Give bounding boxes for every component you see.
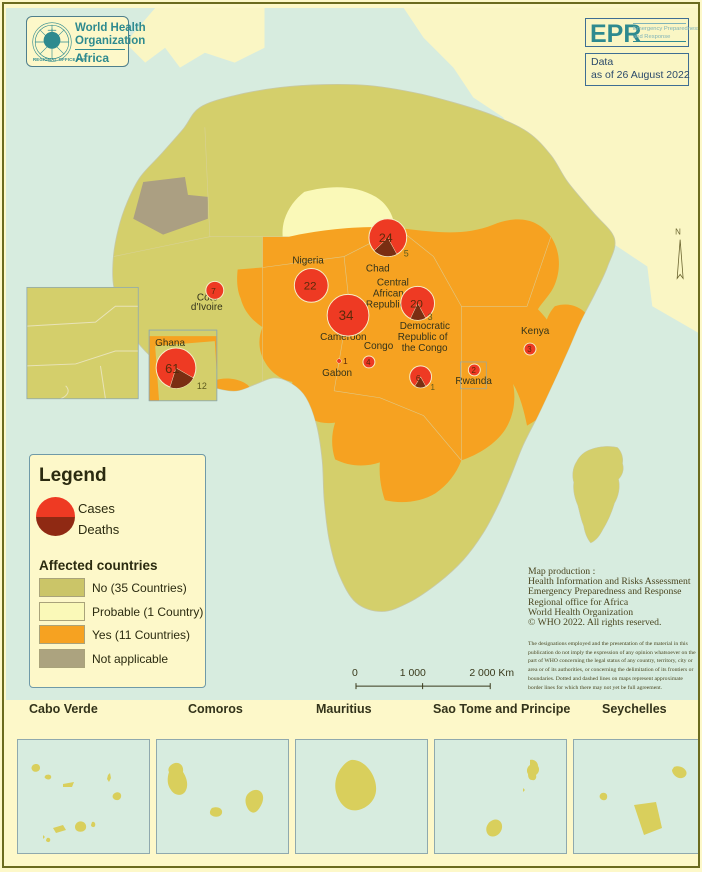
svg-text:African: African	[373, 288, 404, 299]
svg-text:Kenya: Kenya	[521, 326, 550, 337]
svg-text:Gabon: Gabon	[322, 368, 352, 379]
svg-text:3: 3	[527, 345, 532, 354]
svg-text:0: 0	[352, 668, 358, 679]
svg-text:Democratic: Democratic	[400, 321, 450, 332]
svg-text:Republic of: Republic of	[398, 332, 448, 343]
svg-text:5: 5	[404, 249, 409, 259]
svg-text:Nigeria: Nigeria	[292, 256, 324, 267]
svg-text:Ghana: Ghana	[155, 338, 185, 349]
svg-text:6: 6	[416, 373, 421, 383]
svg-text:2 000 Km: 2 000 Km	[469, 668, 514, 679]
svg-text:2: 2	[472, 366, 477, 375]
svg-text:4: 4	[366, 358, 371, 367]
svg-text:Republic: Republic	[366, 299, 405, 310]
svg-text:the Congo: the Congo	[402, 343, 448, 354]
svg-text:d'Ivoire: d'Ivoire	[191, 302, 223, 313]
svg-text:61: 61	[165, 361, 179, 376]
svg-text:1 000: 1 000	[400, 668, 426, 679]
svg-text:34: 34	[339, 308, 354, 323]
svg-text:22: 22	[304, 280, 317, 292]
svg-text:1: 1	[343, 356, 348, 366]
svg-text:Congo: Congo	[364, 341, 394, 352]
svg-text:12: 12	[197, 381, 207, 391]
svg-text:Central: Central	[377, 277, 409, 288]
svg-text:1: 1	[431, 383, 436, 392]
svg-text:3: 3	[428, 312, 433, 322]
svg-text:20: 20	[410, 298, 423, 310]
svg-text:Chad: Chad	[366, 263, 390, 274]
svg-text:Rwanda: Rwanda	[455, 376, 492, 387]
svg-text:7: 7	[211, 286, 216, 296]
svg-text:N: N	[675, 228, 681, 237]
svg-text:24: 24	[379, 231, 393, 245]
